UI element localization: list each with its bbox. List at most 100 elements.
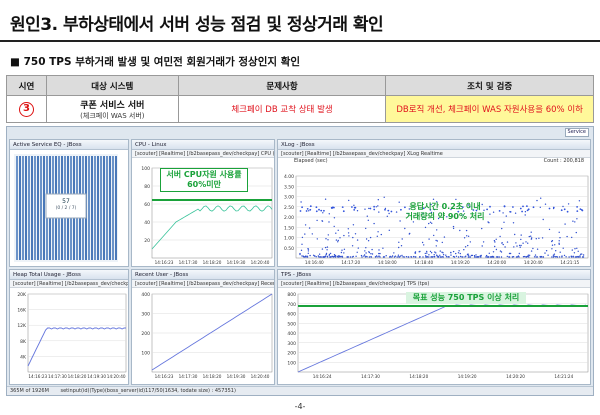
xlog-point xyxy=(385,255,387,257)
xlog-point xyxy=(412,221,415,223)
xlog-point xyxy=(410,256,412,258)
panel-title[interactable]: XLog - JBoss xyxy=(278,140,590,150)
xlog-point xyxy=(354,233,357,235)
xlog-point xyxy=(517,255,520,257)
xlog-point xyxy=(446,216,448,218)
tps-chart: 100 200 300 400 500 600 700 800 14:16:24 14:17:30… xyxy=(287,292,589,379)
xlog-point xyxy=(398,246,400,249)
xlog-point xyxy=(436,201,438,203)
y-tick-label: 0.50 xyxy=(284,246,294,252)
xlog-point xyxy=(405,256,408,258)
header-cell: 문제사항 xyxy=(177,75,387,96)
xlog-point xyxy=(328,213,330,215)
xlog-point xyxy=(328,221,330,223)
x-tick-label: 14:17:30 xyxy=(48,374,67,379)
xlog-point xyxy=(434,251,436,253)
xlog-point xyxy=(530,238,533,240)
tps-panel: TPS - JBoss [scouter] [Realtime] [/b2bas… xyxy=(277,269,591,385)
xlog-point xyxy=(327,234,329,236)
xlog-point xyxy=(375,206,377,208)
xlog-point xyxy=(432,256,434,258)
xlog-point xyxy=(442,256,444,258)
xlog-point xyxy=(476,256,478,258)
xlog-point xyxy=(315,210,318,213)
xlog-point xyxy=(536,199,538,202)
xlog-point xyxy=(520,244,522,247)
x-tick-label: 14:17:20 xyxy=(341,260,360,265)
xlog-point xyxy=(528,256,530,258)
xlog-point xyxy=(577,250,579,252)
xlog-point xyxy=(319,256,322,258)
xlog-point xyxy=(337,229,339,231)
x-tick-label: 14:16:23 xyxy=(28,374,47,379)
xlog-point xyxy=(527,242,529,244)
table-header-row: 시연 대상 시스템 문제사항 조치 및 검증 xyxy=(6,75,594,96)
xlog-point xyxy=(318,256,320,258)
xlog-point xyxy=(493,240,496,242)
xlog-point xyxy=(396,256,398,258)
panel-title[interactable]: CPU - Linux xyxy=(132,140,274,150)
xlog-point xyxy=(516,245,518,247)
xlog-point xyxy=(571,249,573,251)
xlog-point xyxy=(526,256,528,258)
header-cell: 조치 및 검증 xyxy=(385,75,594,96)
summary-table: 시연 대상 시스템 문제사항 조치 및 검증 3 쿠폰 서비스 서버 (체크페이… xyxy=(6,75,594,123)
xlog-point xyxy=(348,235,350,237)
xlog-point xyxy=(353,204,355,206)
y-tick-label: 800 xyxy=(287,292,296,298)
xlog-point xyxy=(511,256,514,258)
service-tab[interactable]: Service xyxy=(564,128,589,137)
xlog-point xyxy=(335,239,338,241)
xlog-point xyxy=(400,208,402,211)
panel-title[interactable]: Heap Total Usage - JBoss xyxy=(10,270,128,280)
xlog-point xyxy=(581,253,583,255)
xlog-point xyxy=(562,205,564,208)
xlog-point xyxy=(579,256,581,258)
eq-bar xyxy=(97,156,99,260)
xlog-point xyxy=(318,253,321,255)
xlog-point xyxy=(450,254,452,256)
xlog-point xyxy=(425,256,428,258)
xlog-point xyxy=(318,208,320,211)
xlog-point xyxy=(371,253,374,255)
xlog-point xyxy=(461,206,464,208)
heap-panel: Heap Total Usage - JBoss [scouter] [Real… xyxy=(9,269,129,385)
xlog-point xyxy=(373,205,375,208)
xlog-point xyxy=(528,235,530,238)
x-tick-label: 14:16:23 xyxy=(155,260,174,265)
xlog-point xyxy=(527,254,530,256)
xlog-point xyxy=(402,256,404,258)
xlog-point xyxy=(307,250,310,252)
panel-title[interactable]: Recent User - JBoss xyxy=(132,270,274,280)
xlog-point xyxy=(539,255,541,258)
eq-bar xyxy=(100,156,102,260)
xlog-point xyxy=(481,227,483,230)
xlog-point xyxy=(548,207,551,210)
xlog-point xyxy=(582,254,585,256)
xlog-point xyxy=(459,229,461,232)
xlog-point xyxy=(452,227,455,230)
panel-title[interactable]: TPS - JBoss xyxy=(278,270,590,280)
x-tick-label: 14:20:20 xyxy=(506,374,525,379)
xlog-point xyxy=(428,222,430,225)
xlog-point xyxy=(424,252,426,255)
panel-title[interactable]: Active Service EQ - JBoss xyxy=(10,140,128,150)
eq-bar xyxy=(34,156,36,260)
x-tick-label: 14:18:20 xyxy=(203,260,222,265)
xlog-elapsed-label: Elapsed (sec) xyxy=(294,158,328,164)
eq-bar xyxy=(37,156,39,260)
x-tick-label: 14:21:24 xyxy=(554,374,573,379)
xlog-point xyxy=(337,239,339,242)
xlog-point xyxy=(542,218,544,221)
xlog-point xyxy=(304,224,307,226)
xlog-point xyxy=(397,254,400,256)
xlog-point xyxy=(499,250,502,252)
xlog-point xyxy=(480,254,482,257)
xlog-point xyxy=(552,256,555,258)
status-bar: 365M of 1926M setinput(id)(Type)(boss_se… xyxy=(7,386,593,395)
xlog-point xyxy=(528,254,531,256)
xlog-point xyxy=(464,246,467,248)
xlog-point xyxy=(505,215,507,217)
xlog-point xyxy=(514,233,516,236)
